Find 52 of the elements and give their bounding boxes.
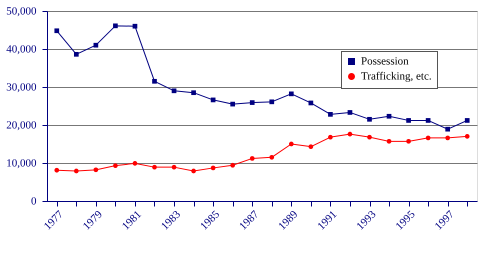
point <box>94 168 98 172</box>
point <box>94 42 98 48</box>
y-tick-label: 30,000 <box>6 82 37 94</box>
point <box>288 91 294 96</box>
point <box>250 100 255 105</box>
point <box>348 110 352 115</box>
point <box>74 52 79 57</box>
point <box>191 90 196 96</box>
point <box>172 88 176 94</box>
point <box>426 136 430 140</box>
point <box>152 164 157 170</box>
point <box>54 168 60 173</box>
point <box>191 168 196 174</box>
point <box>210 166 216 170</box>
point <box>308 144 314 149</box>
y-tick-label: 20,000 <box>6 120 37 132</box>
point <box>406 139 411 144</box>
point <box>445 126 450 132</box>
y-tick-label: 50,000 <box>6 6 37 18</box>
point <box>288 142 294 146</box>
y-tick-label: 40,000 <box>6 44 37 56</box>
point <box>386 139 392 144</box>
point <box>230 162 236 168</box>
point <box>464 134 470 139</box>
point <box>426 118 430 123</box>
legend-label: Possession <box>361 56 410 68</box>
point <box>328 134 333 140</box>
y-tick-label: 0 <box>31 196 37 208</box>
point <box>464 118 470 123</box>
point <box>132 24 138 29</box>
point <box>328 112 333 117</box>
point <box>172 164 176 170</box>
point <box>230 102 236 106</box>
point <box>250 156 255 161</box>
point <box>386 114 392 119</box>
point <box>445 136 450 140</box>
point <box>113 163 118 168</box>
point <box>74 168 79 174</box>
y-tick-label: 10,000 <box>6 158 37 170</box>
point <box>308 100 314 106</box>
point <box>210 98 216 102</box>
legend-label: Trafficking, etc. <box>361 70 432 82</box>
point <box>367 134 372 140</box>
point <box>348 132 352 136</box>
point <box>269 154 274 160</box>
point <box>152 78 157 84</box>
point <box>132 161 138 166</box>
point <box>406 118 411 123</box>
point <box>54 28 60 34</box>
point <box>269 99 274 104</box>
point <box>367 116 372 122</box>
point <box>113 23 118 28</box>
